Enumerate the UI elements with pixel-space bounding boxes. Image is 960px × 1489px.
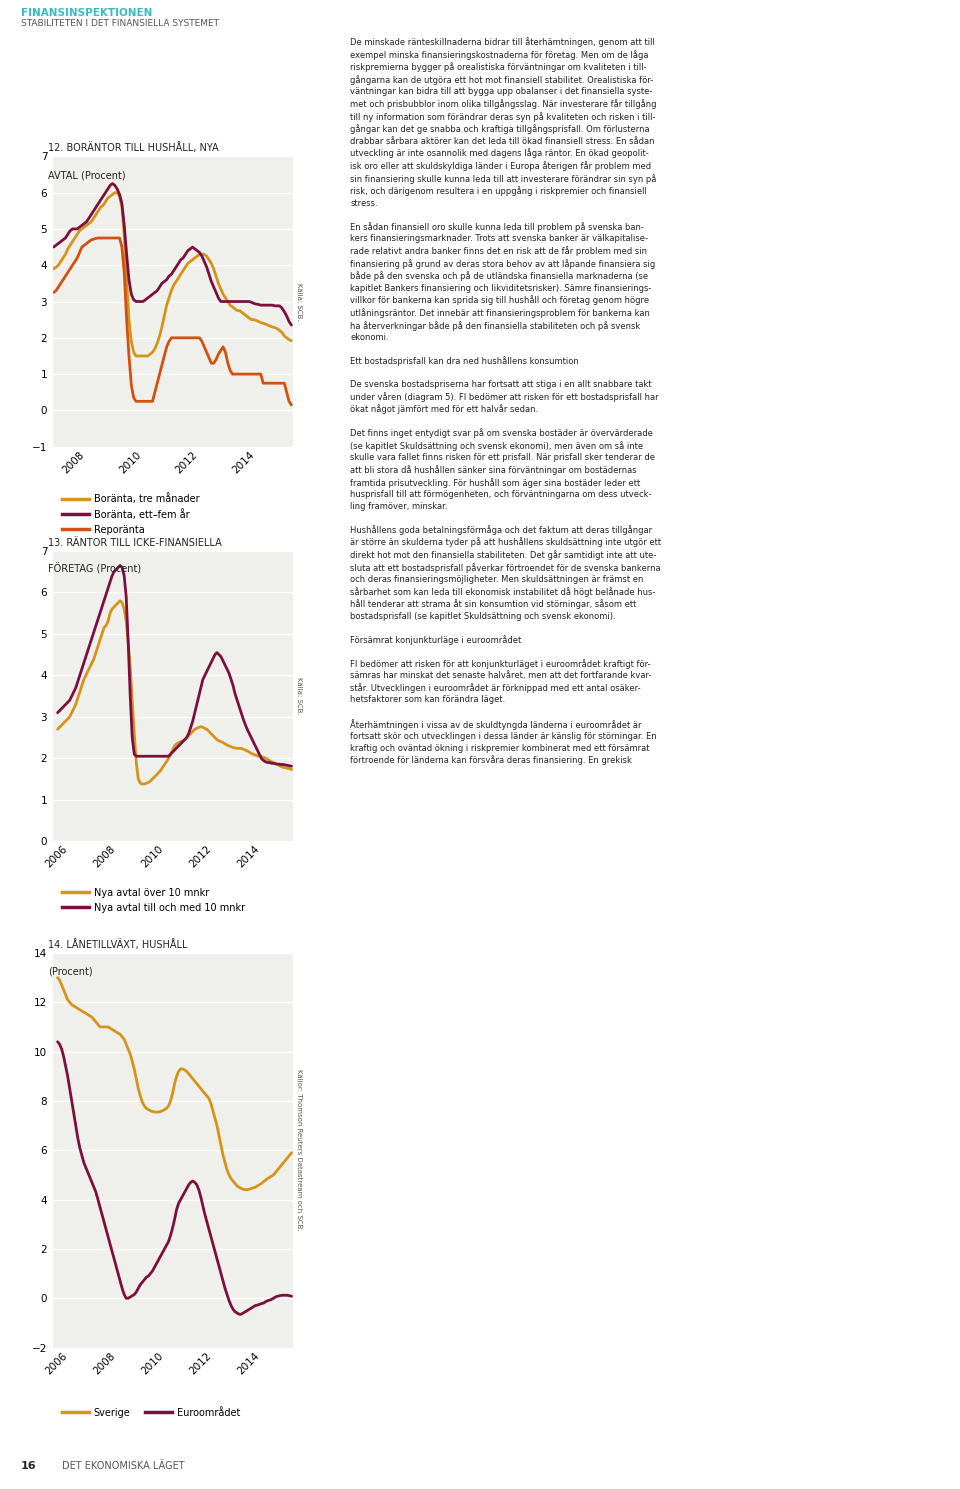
Text: De minskade ränteskillnaderna bidrar till återhämtningen, genom att till
exempel: De minskade ränteskillnaderna bidrar til…	[350, 37, 661, 765]
Text: FÖRETAG (Procent): FÖRETAG (Procent)	[48, 563, 141, 575]
Text: AVTAL (Procent): AVTAL (Procent)	[48, 170, 126, 180]
Text: 13. RÄNTOR TILL ICKE-FINANSIELLA: 13. RÄNTOR TILL ICKE-FINANSIELLA	[48, 538, 222, 548]
Text: 16: 16	[21, 1461, 36, 1471]
Text: Källa: SCB.: Källa: SCB.	[296, 677, 301, 715]
Text: FINANSINSPEKTIONEN: FINANSINSPEKTIONEN	[21, 7, 153, 18]
Text: STABILITETEN I DET FINANSIELLA SYSTEMET: STABILITETEN I DET FINANSIELLA SYSTEMET	[21, 18, 219, 28]
Text: 14. LÅNETILLVÄXT, HUSHÅLL: 14. LÅNETILLVÄXT, HUSHÅLL	[48, 940, 187, 950]
Legend: Sverige, Euroområdet: Sverige, Euroområdet	[58, 1404, 244, 1422]
Text: DET EKONOMISKA LÄGET: DET EKONOMISKA LÄGET	[62, 1461, 185, 1471]
Text: 12. BORÄNTOR TILL HUSHÅLL, NYA: 12. BORÄNTOR TILL HUSHÅLL, NYA	[48, 143, 219, 153]
Legend: Boränta, tre månader, Boränta, ett–fem år, Reporänta: Boränta, tre månader, Boränta, ett–fem å…	[58, 490, 204, 539]
Legend: Nya avtal över 10 mnkr, Nya avtal till och med 10 mnkr: Nya avtal över 10 mnkr, Nya avtal till o…	[58, 884, 249, 917]
Text: Källa: SCB.: Källa: SCB.	[296, 283, 301, 320]
Text: (Procent): (Procent)	[48, 966, 92, 977]
Text: Källor: Thomson Reuters Datastream och SCB.: Källor: Thomson Reuters Datastream och S…	[296, 1069, 301, 1231]
